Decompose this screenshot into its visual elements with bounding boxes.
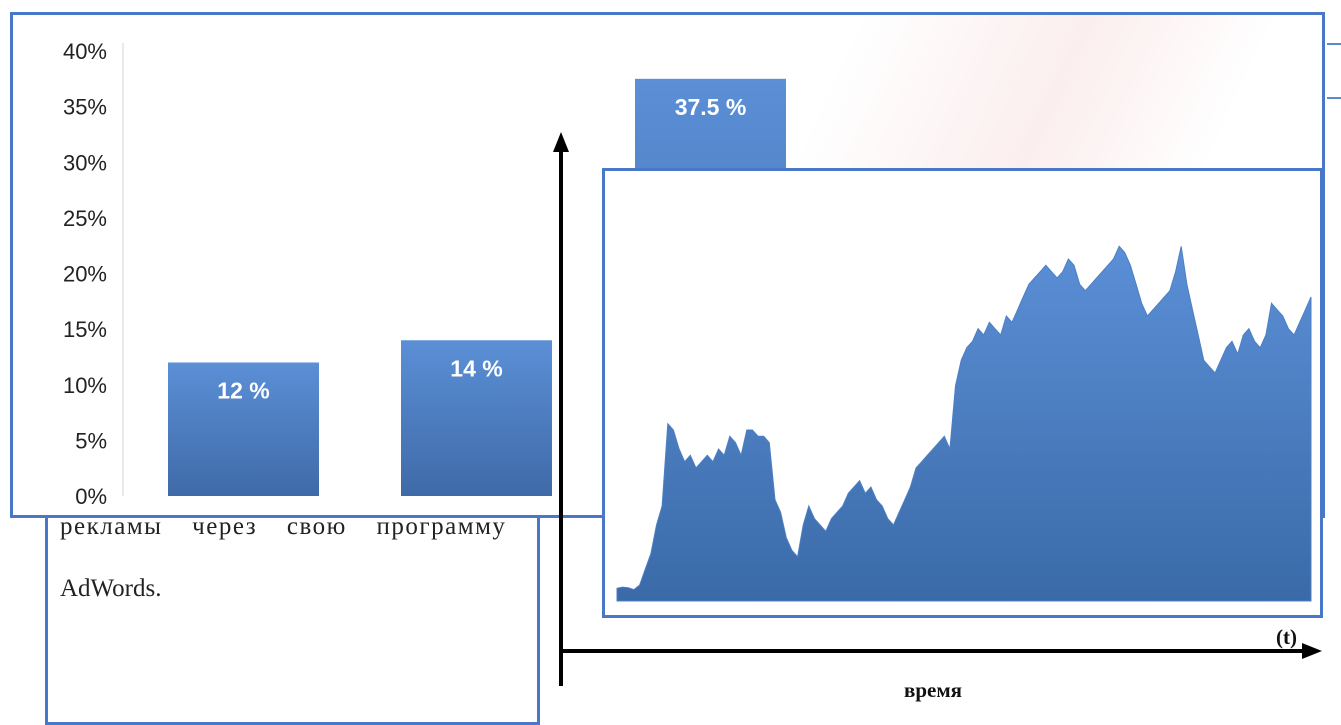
document-text-panel: рекламы через свою программу AdWords. [45,500,540,725]
y-tick-label: 5% [75,428,107,453]
bar [401,340,552,496]
divider-line [1327,43,1341,45]
area-series [616,245,1312,602]
x-axis-title: время [904,678,963,702]
bar-data-label: 12 % [217,378,269,404]
y-tick-label: 40% [63,39,107,64]
y-tick-label: 35% [63,95,107,120]
y-tick-label: 30% [63,150,107,175]
area-chart [616,245,1312,602]
y-tick-label: 10% [63,373,107,398]
document-line-2: AdWords. [60,575,162,602]
bar-data-label: 37.5 % [675,94,747,120]
horizontal-axis-arrowhead [1302,643,1322,659]
y-tick-label: 0% [75,484,107,509]
x-axis-unit: (t) [1276,625,1297,649]
divider-line [1327,97,1341,99]
bar [168,362,319,496]
bar-data-label: 14 % [450,355,502,381]
y-tick-label: 15% [63,317,107,342]
area-chart-panel [602,168,1323,618]
y-tick-label: 20% [63,262,107,287]
y-tick-label: 25% [63,206,107,231]
